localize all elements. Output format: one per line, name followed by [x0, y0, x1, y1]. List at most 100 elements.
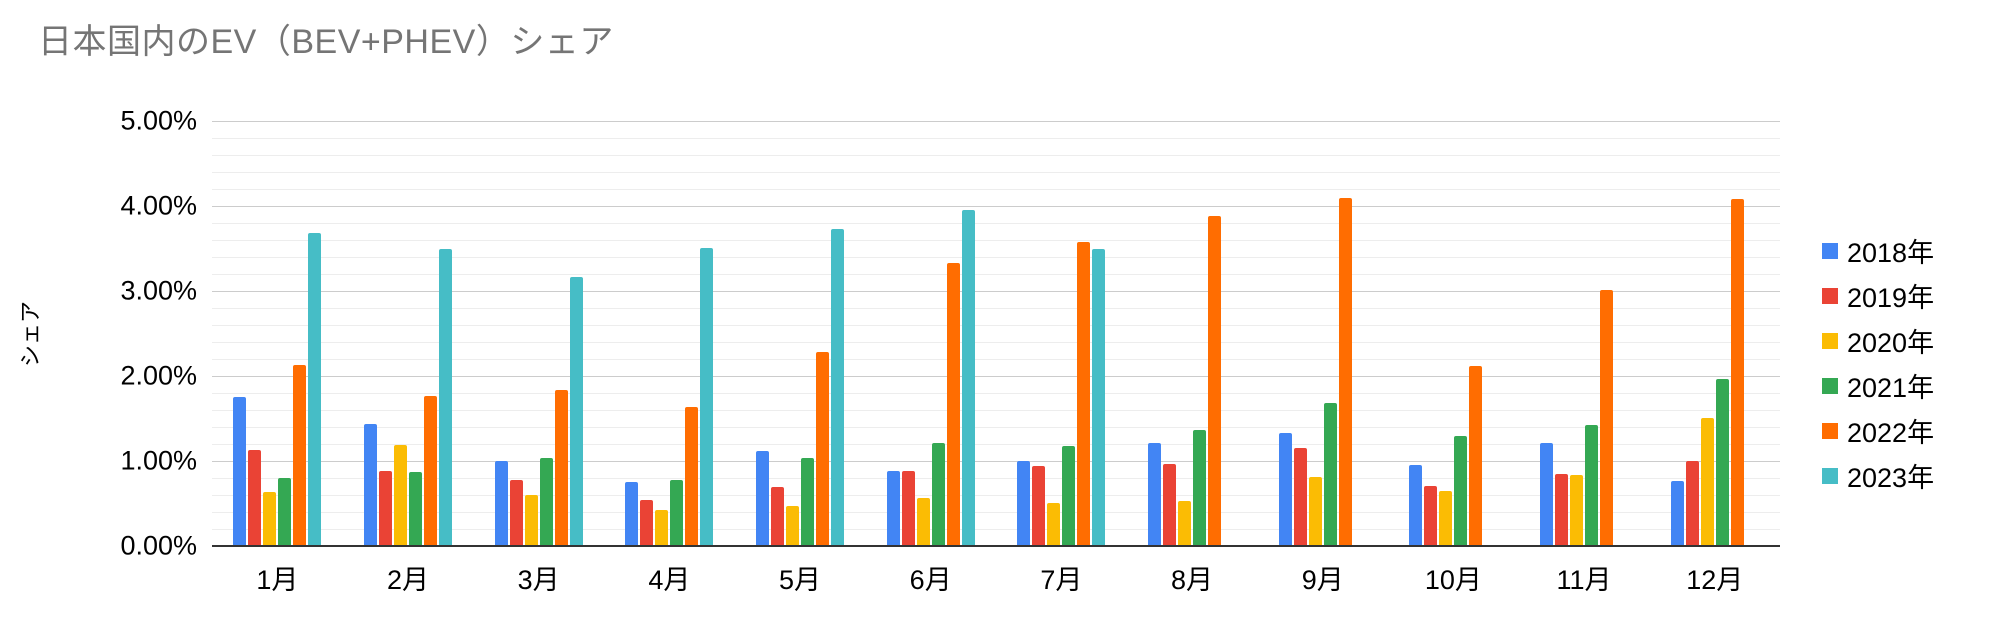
bar — [248, 449, 262, 546]
bar — [1555, 473, 1569, 546]
month-band — [996, 121, 1127, 546]
y-tick-label: 1.00% — [120, 445, 197, 476]
bar-group — [1278, 121, 1367, 546]
minor-gridline — [212, 495, 1780, 496]
bar — [640, 500, 654, 546]
minor-gridline — [212, 478, 1780, 479]
bar — [1700, 417, 1714, 546]
major-gridline — [212, 121, 1780, 122]
bar — [1409, 465, 1423, 546]
x-tick-label: 8月 — [1171, 565, 1214, 595]
bar-group — [886, 121, 975, 546]
bar — [539, 457, 553, 546]
legend-swatch-icon — [1822, 422, 1838, 439]
month-band — [473, 121, 604, 546]
plot-area — [212, 121, 1780, 547]
bar-group — [756, 121, 845, 546]
bar — [916, 497, 930, 546]
legend-swatch-icon — [1822, 467, 1838, 484]
bar — [1540, 443, 1554, 546]
bar — [1600, 290, 1614, 546]
month-band — [1388, 121, 1519, 546]
y-axis-tick-labels: 5.00% 4.00% 3.00% 2.00% 1.00% 0.00% — [0, 106, 197, 561]
bar — [1715, 379, 1729, 546]
bar — [1670, 480, 1684, 546]
x-tick-label: 12月 — [1686, 565, 1744, 595]
bar-group — [625, 121, 714, 546]
x-tick-label: 2月 — [386, 565, 430, 595]
bar-group — [1540, 121, 1628, 546]
bar-group — [1148, 121, 1236, 546]
y-tick-label: 2.00% — [120, 360, 197, 391]
bar — [771, 487, 785, 546]
legend-item: 2018年 — [1822, 228, 1934, 273]
legend-label: 2023年 — [1847, 463, 1935, 493]
bar — [494, 461, 508, 546]
legend-label: 2020年 — [1847, 328, 1935, 358]
bar — [1178, 500, 1192, 546]
x-tick-label: 4月 — [648, 565, 691, 595]
legend: 2018年 2019年 2020年 2021年 2022年 2023年 — [1822, 228, 1934, 498]
bar — [1017, 461, 1031, 546]
x-tick-label: 10月 — [1424, 565, 1482, 595]
minor-gridline — [212, 257, 1780, 258]
bar-group — [364, 121, 452, 546]
bar — [625, 482, 639, 546]
bar — [816, 352, 830, 546]
bar — [1585, 425, 1599, 546]
legend-item: 2021年 — [1822, 363, 1934, 408]
bar — [1077, 241, 1091, 546]
month-band — [1519, 121, 1650, 546]
legend-item: 2020年 — [1822, 318, 1934, 363]
minor-gridline — [212, 410, 1780, 411]
minor-gridline — [212, 189, 1780, 190]
x-tick-label: 1月 — [256, 565, 299, 595]
bar — [409, 472, 422, 546]
x-tick-label: 6月 — [909, 565, 952, 595]
bar — [1685, 461, 1699, 546]
minor-gridline — [212, 529, 1780, 530]
bar — [1208, 216, 1222, 546]
bar — [961, 210, 975, 546]
bar — [700, 247, 714, 546]
bar — [1323, 403, 1337, 546]
bar-group — [1670, 121, 1759, 546]
bar — [831, 228, 845, 546]
bar — [655, 510, 669, 546]
bar — [364, 424, 377, 546]
minor-gridline — [212, 342, 1780, 343]
bar — [308, 233, 322, 546]
bar — [801, 458, 815, 546]
month-band — [735, 121, 866, 546]
bar — [886, 471, 900, 546]
bar — [233, 397, 247, 546]
bar — [509, 479, 523, 546]
chart-title: 日本国内のEV（BEV+PHEV）シェア — [38, 23, 614, 61]
minor-gridline — [212, 223, 1780, 224]
bar — [293, 364, 307, 546]
minor-gridline — [212, 325, 1780, 326]
bar — [946, 262, 960, 546]
bar — [1454, 435, 1468, 546]
x-axis-tick-labels: 1月 2月 3月 4月 5月 6月 7月 8月 9月 10月 11月 12月 — [212, 558, 1780, 597]
legend-item: 2019年 — [1822, 273, 1934, 318]
bar — [1424, 485, 1438, 546]
major-gridline — [212, 461, 1780, 462]
legend-swatch-icon — [1822, 332, 1838, 349]
bar — [685, 406, 699, 546]
bar — [1032, 466, 1046, 546]
minor-gridline — [212, 172, 1780, 173]
y-tick-label: 3.00% — [120, 275, 197, 306]
minor-gridline — [212, 512, 1780, 513]
bar — [1308, 477, 1322, 546]
bar — [569, 276, 583, 546]
legend-label: 2021年 — [1847, 373, 1935, 403]
legend-label: 2019年 — [1847, 283, 1935, 313]
x-tick-label: 5月 — [779, 565, 822, 595]
bar — [263, 491, 277, 546]
legend-item: 2022年 — [1822, 408, 1934, 453]
bar — [1570, 475, 1584, 546]
y-tick-label: 5.00% — [120, 105, 197, 136]
major-gridline — [212, 291, 1780, 292]
